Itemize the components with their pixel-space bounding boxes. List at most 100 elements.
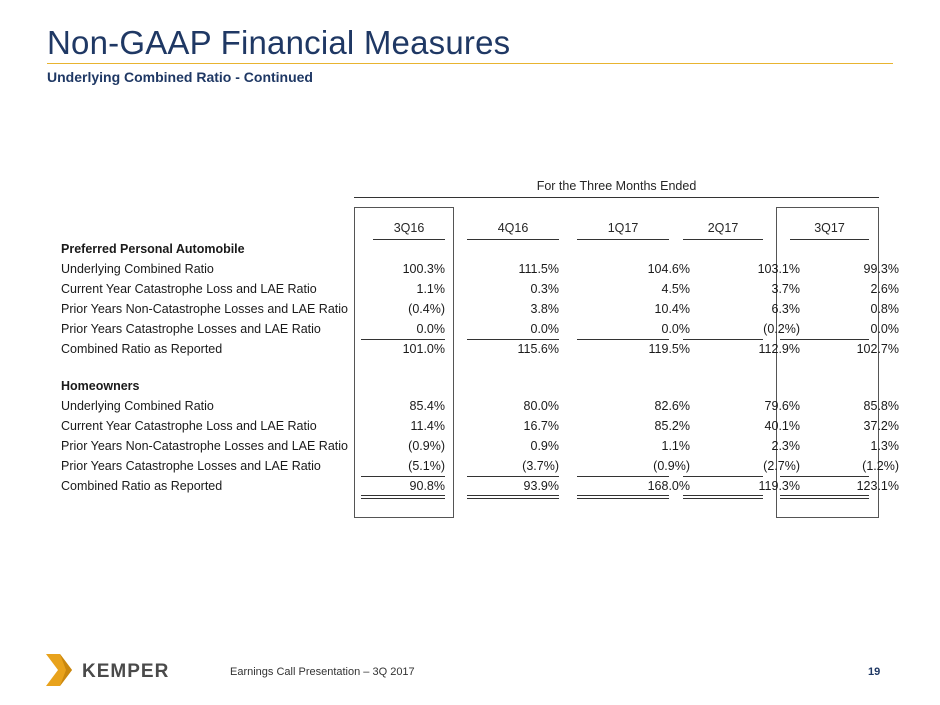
table-cell: 2.3% <box>771 439 801 453</box>
highlight-box-3q17 <box>776 207 879 518</box>
total-double-rule <box>780 495 869 499</box>
table-cell: 0.0% <box>530 322 560 336</box>
row-label: Underlying Combined Ratio <box>61 262 214 276</box>
logo-text: KEMPER <box>82 661 169 682</box>
table-cell: 40.1% <box>764 419 800 433</box>
table-cell: 80.0% <box>523 399 559 413</box>
table-cell: 101.0% <box>402 342 445 356</box>
row-label: Prior Years Non-Catastrophe Losses and L… <box>61 439 348 453</box>
table-cell: 85.4% <box>409 399 445 413</box>
table-row: Current Year Catastrophe Loss and LAE Ra… <box>61 281 899 298</box>
subtotal-rule <box>780 476 869 477</box>
table-row-total: Combined Ratio as Reported 101.0% 115.6%… <box>61 341 899 358</box>
subtotal-rule <box>467 339 559 340</box>
subtotal-rule <box>467 476 559 477</box>
column-header-3q17: 3Q17 <box>790 221 869 240</box>
row-label: Prior Years Catastrophe Losses and LAE R… <box>61 322 321 336</box>
table-cell: 79.6% <box>764 399 800 413</box>
column-header-1q17: 1Q17 <box>577 221 669 240</box>
subtotal-rule <box>577 339 669 340</box>
table-cell: 0.0% <box>661 322 691 336</box>
table-cell: 102.7% <box>856 342 899 356</box>
row-label: Combined Ratio as Reported <box>61 479 223 493</box>
table-cell: 168.0% <box>647 479 690 493</box>
table-cell: 1.1% <box>416 282 446 296</box>
title-divider <box>47 63 893 64</box>
page-title: Non-GAAP Financial Measures <box>47 24 511 61</box>
total-double-rule <box>467 495 559 499</box>
table-cell: (5.1%) <box>408 459 445 473</box>
table-cell: 112.9% <box>758 342 800 356</box>
kemper-logo: KEMPER <box>46 654 176 686</box>
table-cell: 90.8% <box>409 479 445 493</box>
section-heading: Preferred Personal Automobile <box>61 242 245 256</box>
table-cell: 85.2% <box>654 419 690 433</box>
table-cell: 2.6% <box>870 282 900 296</box>
table-cell: 16.7% <box>523 419 559 433</box>
footer-caption: Earnings Call Presentation – 3Q 2017 <box>230 666 415 678</box>
table-row: Current Year Catastrophe Loss and LAE Ra… <box>61 418 899 435</box>
kemper-mark-icon: KEMPER <box>46 654 169 686</box>
table-cell: 115.6% <box>517 342 559 356</box>
table-cell: 4.5% <box>661 282 691 296</box>
row-label: Prior Years Catastrophe Losses and LAE R… <box>61 459 321 473</box>
table-cell: 85.8% <box>863 399 899 413</box>
table-cell: 123.1% <box>856 479 899 493</box>
table-row: Prior Years Non-Catastrophe Losses and L… <box>61 301 899 318</box>
table-cell: (0.9%) <box>653 459 690 473</box>
table-cell: 1.1% <box>661 439 691 453</box>
row-label: Current Year Catastrophe Loss and LAE Ra… <box>61 282 317 296</box>
table-cell: 119.5% <box>648 342 690 356</box>
subtotal-rule <box>577 476 669 477</box>
table-cell: 1.3% <box>870 439 900 453</box>
table-cell: 37.2% <box>863 419 899 433</box>
page-subtitle: Underlying Combined Ratio - Continued <box>47 69 313 85</box>
table-cell: 111.5% <box>518 262 559 276</box>
column-header-3q16: 3Q16 <box>373 221 445 240</box>
row-label: Current Year Catastrophe Loss and LAE Ra… <box>61 419 317 433</box>
page-number: 19 <box>868 666 881 678</box>
row-label: Prior Years Non-Catastrophe Losses and L… <box>61 302 348 316</box>
table-cell: 103.1% <box>757 262 800 276</box>
total-double-rule <box>683 495 763 499</box>
subtotal-rule <box>683 476 763 477</box>
table-cell: (0.9%) <box>408 439 445 453</box>
table-row: Underlying Combined Ratio 100.3% 111.5% … <box>61 261 899 278</box>
section-heading: Homeowners <box>61 379 140 393</box>
table-cell: 119.3% <box>758 479 800 493</box>
subtotal-rule <box>683 339 763 340</box>
table-row-total: Combined Ratio as Reported 90.8% 93.9% 1… <box>61 478 899 495</box>
table-cell: (1.2%) <box>862 459 899 473</box>
table-cell: 99.3% <box>863 262 899 276</box>
table-cell: 6.3% <box>771 302 801 316</box>
table-row: Underlying Combined Ratio 85.4% 80.0% 82… <box>61 398 899 415</box>
section-heading-row: Preferred Personal Automobile <box>61 241 881 258</box>
table-cell: 93.9% <box>523 479 559 493</box>
table-cell: 100.3% <box>402 262 445 276</box>
table-cell: 0.9% <box>530 439 560 453</box>
table-cell: 104.6% <box>647 262 690 276</box>
subtotal-rule <box>361 476 445 477</box>
table-cell: (2.7%) <box>763 459 800 473</box>
column-header-2q17: 2Q17 <box>683 221 763 240</box>
table-cell: 3.8% <box>530 302 560 316</box>
table-row: Prior Years Catastrophe Losses and LAE R… <box>61 458 899 475</box>
section-heading-row: Homeowners <box>61 378 881 395</box>
table-cell: 0.8% <box>870 302 900 316</box>
column-header-4q16: 4Q16 <box>467 221 559 240</box>
table-cell: 0.3% <box>530 282 560 296</box>
table-cell: 82.6% <box>654 399 690 413</box>
table-cell: (0.4%) <box>408 302 445 316</box>
period-header: For the Three Months Ended <box>354 179 879 198</box>
highlight-box-3q16 <box>354 207 454 518</box>
total-double-rule <box>361 495 445 499</box>
table-cell: 0.0% <box>870 322 900 336</box>
row-label: Combined Ratio as Reported <box>61 342 223 356</box>
row-label: Underlying Combined Ratio <box>61 399 214 413</box>
table-cell: (3.7%) <box>522 459 559 473</box>
table-cell: 11.4% <box>410 419 445 433</box>
table-cell: 0.0% <box>416 322 446 336</box>
table-cell: (0.2%) <box>763 322 800 336</box>
subtotal-rule <box>361 339 445 340</box>
total-double-rule <box>577 495 669 499</box>
